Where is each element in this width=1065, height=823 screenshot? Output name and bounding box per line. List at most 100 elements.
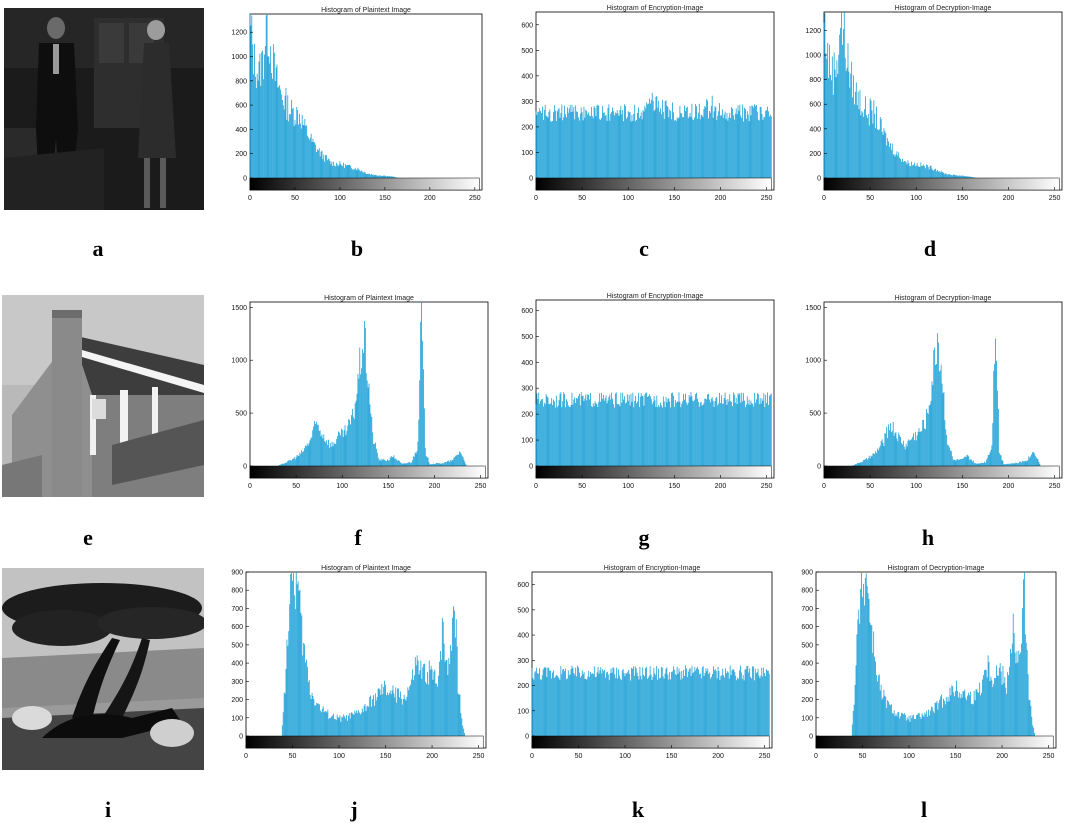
y-tick-label: 200 bbox=[521, 124, 533, 131]
x-tick-label: 150 bbox=[957, 483, 969, 490]
y-tick-label: 1200 bbox=[231, 30, 247, 37]
panel-label-j: j bbox=[350, 797, 358, 822]
x-tick-label: 100 bbox=[336, 483, 348, 490]
chart-title: Histogram of Plaintext Image bbox=[321, 7, 411, 14]
x-tick-label: 50 bbox=[289, 753, 297, 760]
y-tick-label: 400 bbox=[521, 360, 533, 367]
y-tick-label: 1000 bbox=[805, 53, 821, 60]
x-tick-label: 100 bbox=[910, 195, 922, 202]
chart-title: Histogram of Encryption-Image bbox=[604, 565, 701, 572]
x-tick-label: 150 bbox=[383, 483, 395, 490]
x-tick-label: 250 bbox=[469, 195, 481, 202]
x-tick-label: 0 bbox=[534, 195, 538, 202]
x-tick-label: 200 bbox=[1003, 195, 1015, 202]
bars bbox=[535, 392, 772, 466]
grayscale-bar bbox=[535, 177, 772, 191]
y-tick-label: 800 bbox=[231, 588, 243, 595]
x-tick-label: 0 bbox=[244, 753, 248, 760]
x-tick-label: 50 bbox=[292, 483, 300, 490]
bars bbox=[278, 302, 467, 466]
grayscale-bar bbox=[249, 177, 480, 191]
y-tick-label: 400 bbox=[521, 73, 533, 80]
x-tick-label: 150 bbox=[669, 195, 681, 202]
chart-svg: Histogram of Encryption-Image 0 100 200 300 4… bbox=[517, 565, 773, 760]
chart-svg: Histogram of Decryption-Image 0 200 400 600 8… bbox=[805, 5, 1063, 202]
y-tick-label: 600 bbox=[517, 582, 529, 589]
histogram-d: Histogram of Decryption-Image 0 200 400 600 8… bbox=[800, 2, 1065, 216]
x-tick-label: 150 bbox=[669, 483, 681, 490]
x-tick-label: 250 bbox=[1049, 483, 1061, 490]
histogram-g: Histogram of Encryption-Image 0 100 200 300 4… bbox=[512, 290, 780, 504]
y-tick-label: 200 bbox=[521, 412, 533, 419]
y-tick-label: 100 bbox=[521, 438, 533, 445]
y-tick-label: 900 bbox=[231, 570, 243, 577]
y-tick-label: 500 bbox=[521, 334, 533, 341]
chart-title: Histogram of Plaintext Image bbox=[324, 295, 414, 302]
photo-tree bbox=[2, 568, 204, 770]
x-tick-label: 200 bbox=[426, 753, 438, 760]
x-tick-label: 50 bbox=[866, 483, 874, 490]
x-tick-label: 100 bbox=[903, 753, 915, 760]
y-tick-label: 600 bbox=[801, 624, 813, 631]
y-tick-label: 400 bbox=[801, 661, 813, 668]
grayscale-bar bbox=[535, 465, 772, 479]
y-tick-label: 200 bbox=[809, 151, 821, 158]
y-tick-label: 0 bbox=[809, 734, 813, 741]
x-tick-label: 250 bbox=[761, 483, 773, 490]
y-tick-label: 100 bbox=[517, 708, 529, 715]
y-tick-label: 0 bbox=[529, 176, 533, 183]
grayscale-bar bbox=[823, 177, 1060, 191]
y-tick-label: 600 bbox=[231, 624, 243, 631]
histogram-c: Histogram of Encryption-Image 0 100 200 300 4… bbox=[512, 2, 780, 216]
x-tick-label: 150 bbox=[957, 195, 969, 202]
x-tick-label: 50 bbox=[578, 195, 586, 202]
x-tick-label: 0 bbox=[822, 483, 826, 490]
y-tick-label: 0 bbox=[817, 464, 821, 471]
y-tick-label: 300 bbox=[521, 386, 533, 393]
bars bbox=[531, 665, 770, 736]
histogram-h: Histogram of Decryption-Image 0 500 1000 150… bbox=[800, 292, 1065, 504]
bars bbox=[823, 12, 976, 178]
chart-svg: Histogram of Plaintext Image 0 100 200 300 40… bbox=[231, 565, 487, 760]
chart-svg: Histogram of Encryption-Image 0 100 200 300 4… bbox=[521, 5, 775, 202]
y-tick-label: 0 bbox=[239, 734, 243, 741]
y-tick-label: 200 bbox=[801, 697, 813, 704]
x-tick-label: 200 bbox=[715, 483, 727, 490]
y-tick-label: 800 bbox=[801, 588, 813, 595]
y-tick-label: 0 bbox=[243, 464, 247, 471]
bars bbox=[852, 333, 1041, 466]
y-tick-label: 100 bbox=[521, 150, 533, 157]
x-tick-label: 100 bbox=[619, 753, 631, 760]
y-tick-label: 0 bbox=[525, 734, 529, 741]
chart-title: Histogram of Plaintext Image bbox=[321, 565, 411, 572]
histogram-f: Histogram of Plaintext Image 0 500 1000 1500… bbox=[226, 292, 494, 504]
x-tick-label: 200 bbox=[712, 753, 724, 760]
chart-title: Histogram of Encryption-Image bbox=[607, 5, 704, 12]
panel-label-l: l bbox=[920, 797, 928, 822]
y-tick-label: 100 bbox=[801, 715, 813, 722]
y-tick-label: 700 bbox=[231, 606, 243, 613]
x-tick-label: 50 bbox=[859, 753, 867, 760]
panel-label-e: e bbox=[83, 525, 93, 550]
x-tick-label: 100 bbox=[622, 195, 634, 202]
y-tick-label: 200 bbox=[517, 683, 529, 690]
bars bbox=[249, 14, 398, 178]
y-tick-label: 800 bbox=[809, 77, 821, 84]
panel-label-k: k bbox=[631, 797, 645, 822]
y-tick-label: 400 bbox=[517, 633, 529, 640]
y-tick-label: 600 bbox=[809, 102, 821, 109]
x-tick-label: 0 bbox=[822, 195, 826, 202]
photo-couple-scene bbox=[4, 8, 204, 210]
y-tick-label: 600 bbox=[521, 308, 533, 315]
y-tick-label: 1000 bbox=[231, 54, 247, 61]
y-tick-label: 500 bbox=[809, 411, 821, 418]
x-tick-label: 250 bbox=[759, 753, 771, 760]
grayscale-bar bbox=[531, 735, 770, 749]
x-tick-label: 150 bbox=[950, 753, 962, 760]
x-tick-label: 250 bbox=[761, 195, 773, 202]
x-tick-label: 0 bbox=[534, 483, 538, 490]
y-tick-label: 600 bbox=[521, 22, 533, 29]
x-tick-label: 100 bbox=[622, 483, 634, 490]
x-tick-label: 100 bbox=[334, 195, 346, 202]
panel-label-f: f bbox=[354, 525, 362, 550]
